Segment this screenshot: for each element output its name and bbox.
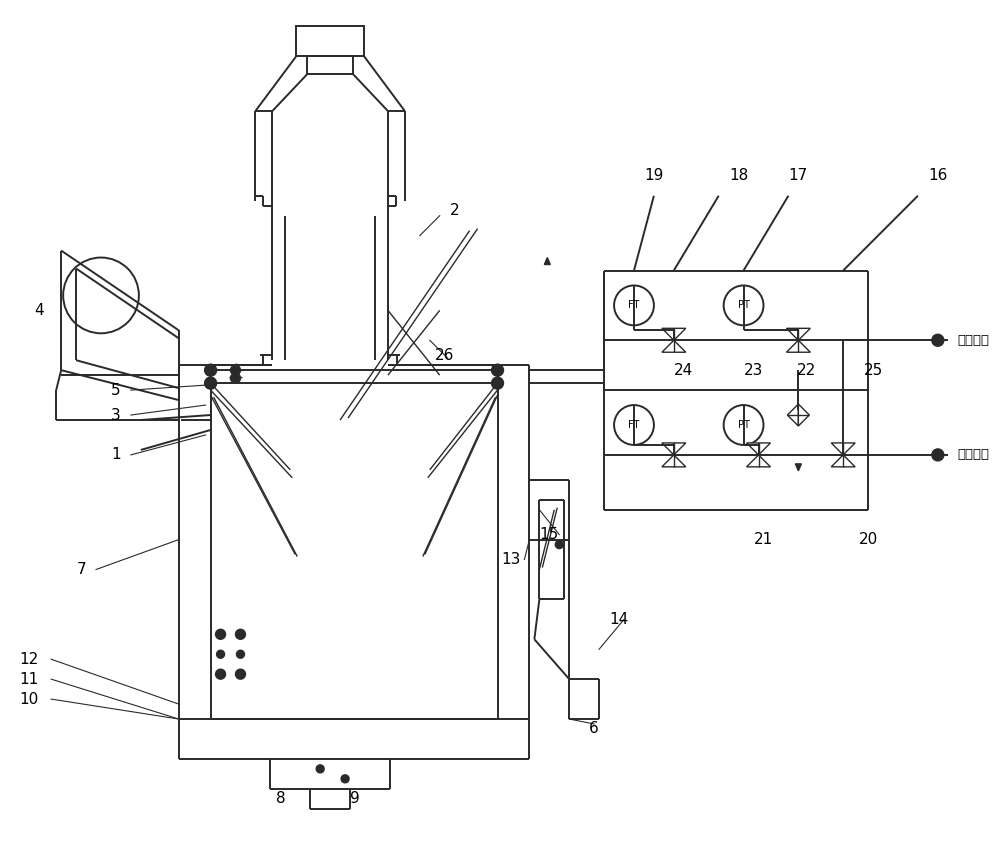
Circle shape (492, 377, 503, 389)
Text: 10: 10 (20, 691, 39, 706)
Polygon shape (831, 455, 855, 467)
Circle shape (217, 650, 225, 658)
Text: 1: 1 (111, 447, 121, 463)
Text: 6: 6 (589, 722, 599, 737)
Text: 22: 22 (797, 363, 816, 377)
Text: 16: 16 (928, 168, 948, 183)
Text: FT: FT (628, 300, 640, 311)
Circle shape (492, 365, 503, 376)
Polygon shape (662, 328, 686, 340)
Text: 17: 17 (789, 168, 808, 183)
Polygon shape (662, 455, 686, 467)
Circle shape (341, 775, 349, 782)
Text: 11: 11 (20, 672, 39, 687)
Circle shape (555, 541, 563, 549)
Circle shape (932, 334, 944, 346)
Text: 3: 3 (111, 408, 121, 423)
Text: 23: 23 (744, 363, 763, 377)
Circle shape (316, 765, 324, 773)
Text: 12: 12 (20, 652, 39, 667)
Circle shape (216, 669, 226, 679)
Circle shape (932, 449, 944, 461)
Text: 13: 13 (502, 552, 521, 567)
Circle shape (236, 669, 245, 679)
Text: 19: 19 (644, 168, 664, 183)
Polygon shape (795, 464, 801, 471)
Circle shape (231, 365, 240, 375)
Circle shape (216, 630, 226, 639)
Text: 15: 15 (540, 528, 559, 542)
Text: FT: FT (628, 420, 640, 430)
Polygon shape (747, 455, 770, 467)
Polygon shape (747, 443, 770, 455)
Text: 吹扫气体: 吹扫气体 (958, 333, 990, 347)
Polygon shape (798, 404, 809, 426)
Text: 18: 18 (729, 168, 748, 183)
Text: 4: 4 (34, 303, 44, 318)
Text: 21: 21 (754, 532, 773, 547)
Circle shape (231, 373, 240, 383)
Text: 5: 5 (111, 382, 121, 398)
Circle shape (205, 365, 217, 376)
Text: PT: PT (738, 300, 750, 311)
Polygon shape (831, 443, 855, 455)
Circle shape (205, 377, 217, 389)
Text: 14: 14 (609, 612, 629, 627)
Text: 20: 20 (858, 532, 878, 547)
Text: 25: 25 (863, 363, 883, 377)
Bar (307, 57, 353, 74)
Circle shape (236, 630, 245, 639)
Circle shape (236, 650, 244, 658)
Text: 8: 8 (276, 792, 285, 806)
Text: 2: 2 (450, 203, 459, 219)
Polygon shape (787, 404, 798, 426)
Polygon shape (662, 443, 686, 455)
Text: 26: 26 (435, 348, 454, 363)
Text: 可燃气体: 可燃气体 (958, 448, 990, 462)
Text: 24: 24 (674, 363, 693, 377)
Text: PT: PT (738, 420, 750, 430)
Bar (296, 26, 364, 57)
Text: 9: 9 (350, 792, 360, 806)
Polygon shape (544, 257, 550, 264)
Text: 7: 7 (76, 562, 86, 577)
Polygon shape (786, 340, 810, 352)
Polygon shape (662, 340, 686, 352)
Polygon shape (786, 328, 810, 340)
